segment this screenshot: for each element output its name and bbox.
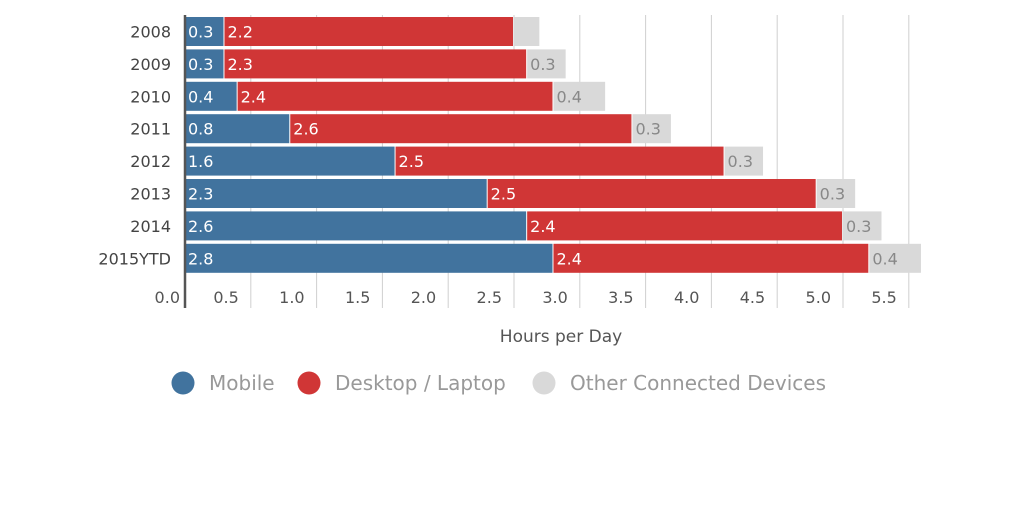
bar-segment [527,211,842,241]
x-tick-label: 2.0 [411,288,436,307]
x-tick-label: 0.5 [213,288,238,307]
category-label: 2011 [130,120,171,139]
bar-segment [237,81,553,111]
bar-segment [724,146,764,176]
bar-value-label: 2.4 [556,249,581,268]
bar-segment [553,81,606,111]
bar-segment [185,146,395,176]
bar-value-label: 2.6 [188,217,213,236]
bar-segment [816,179,856,208]
bar-segment [185,243,553,273]
bar-segment [185,211,527,241]
category-label: 2010 [130,87,171,106]
bar-segment [224,49,527,79]
legend-label: Other Connected Devices [570,371,826,395]
legend-swatch [532,371,556,395]
legend: Mobile Desktop / Laptop Other Connected De… [171,371,826,395]
bar-segment [185,81,237,111]
bar-value-label: 2.2 [227,23,252,42]
x-tick-label: 4.0 [674,288,699,307]
bar-value-label: 0.4 [188,87,213,106]
bar-value-label: 2.3 [188,185,213,204]
x-tick-label: 2.5 [477,288,502,307]
legend-swatch [171,371,195,395]
bar-segment [185,17,224,46]
x-tick-label: 0.0 [155,288,180,307]
x-axis-title: Hours per Day [500,327,622,347]
x-tick-label: 3.0 [542,288,567,307]
bar-segment [869,243,921,273]
bar-value-label: 0.3 [188,23,213,42]
x-tick-label: 4.5 [740,288,765,307]
axes: 0.0 0.5 1.0 1.5 2.0 2.5 3.0 3.5 4.0 4.5 5.0 5.5 2008… [98,15,897,308]
bar-segment [487,179,816,208]
bar-value-label: 2.4 [241,87,266,106]
category-label: 2015YTD [98,249,171,268]
bar-segment [290,114,632,144]
legend-label: Mobile [209,371,275,395]
bar-value-label: 2.5 [399,152,424,171]
bar-value-label: 0.3 [635,120,660,139]
category-label: 2014 [130,217,171,236]
bars: 0.3 2.20.3 2.3 0.30.4 2.4 0.40.8 2.6 0.31.6 2.5 0… [185,17,921,273]
bar-value-label: 0.4 [872,249,897,268]
legend-label: Desktop / Laptop [335,371,506,395]
bar-value-label: 0.3 [728,152,753,171]
bar-value-label: 0.3 [188,55,213,74]
bar-segment [224,17,514,46]
bar-value-label: 0.8 [188,120,213,139]
x-tick-label: 5.5 [871,288,896,307]
bar-segment [632,114,671,144]
bar-segment [527,49,566,79]
x-tick-label: 1.0 [279,288,304,307]
legend-swatch [297,371,321,395]
category-label: 2009 [130,55,171,74]
bar-value-label: 2.5 [491,185,516,204]
x-tick-label: 5.0 [806,288,831,307]
bar-value-label: 0.3 [530,55,555,74]
bar-segment [185,179,487,208]
bar-value-label: 2.8 [188,249,213,268]
bar-segment [553,243,869,273]
x-tick-label: 3.5 [608,288,633,307]
bar-segment [514,17,540,46]
bar-segment [395,146,724,176]
bar-value-label: 1.6 [188,152,213,171]
bar-value-label: 0.4 [556,87,581,106]
bar-segment [185,114,290,144]
category-label: 2008 [130,23,171,42]
bar-segment [843,211,882,241]
category-label: 2013 [130,185,171,204]
bar-segment [185,49,224,79]
bar-value-label: 2.3 [227,55,252,74]
bar-value-label: 0.3 [846,217,871,236]
bar-value-label: 2.4 [530,217,555,236]
bar-value-label: 2.6 [293,120,318,139]
x-tick-label: 1.5 [345,288,370,307]
category-label: 2012 [130,152,171,171]
bar-value-label: 0.3 [820,185,845,204]
